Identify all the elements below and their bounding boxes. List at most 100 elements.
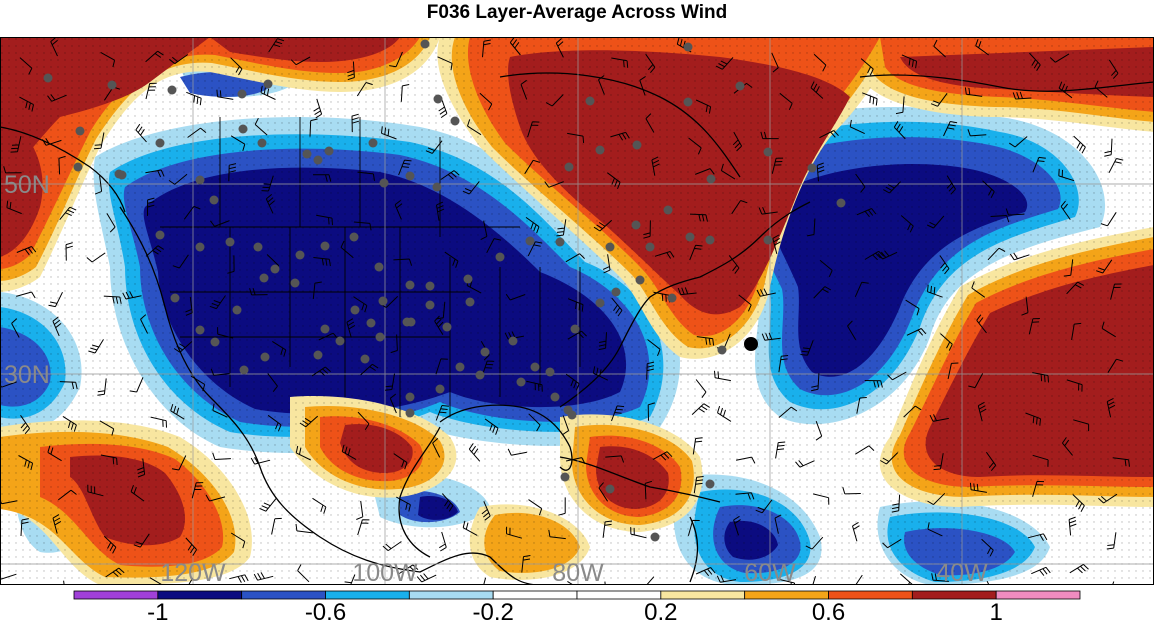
station-dot [508,336,518,346]
wind-barb [360,363,379,376]
colorbar-swatch [73,590,159,600]
wind-barb [544,181,564,188]
wind-barb [484,418,499,435]
wind-barb [883,181,901,194]
station-dot [683,42,693,52]
colorbar-swatch [241,590,326,600]
wind-barb [813,286,832,299]
wind-barb [48,291,63,308]
wind-barb [567,580,575,585]
station-dot [735,81,745,91]
wind-barb [774,514,782,534]
wind-barb [895,96,905,115]
wind-barb [695,567,716,577]
lon-label-40w: 40W [936,559,988,585]
wind-barb [356,82,373,97]
wind-barb [444,251,459,268]
wind-barb [1094,80,1108,98]
wind-barb [715,57,734,70]
wind-barb [731,200,748,215]
station-dot [530,362,540,372]
wind-barb [977,401,987,422]
wind-barb [852,521,860,542]
wind-barb [1029,52,1041,71]
wind-barb [299,415,319,428]
wind-barb [168,173,188,185]
station-dot [605,484,615,494]
wind-barb [755,499,773,514]
wind-barb [738,294,752,312]
wind-barb [187,127,207,138]
station-dot [195,242,205,252]
wind-barb [347,61,355,81]
wind-barb [975,39,989,56]
station-dot [225,237,235,247]
wind-barb [316,214,333,226]
wind-barb [695,99,712,114]
wind-barb [630,527,647,539]
wind-barb [1032,372,1049,383]
wind-barb [652,451,673,461]
wind-barb [735,492,755,500]
wind-barb [295,445,311,461]
station-dot [195,325,205,335]
wind-barb [593,219,613,232]
wind-barb [849,119,865,135]
station-dot [525,236,535,246]
wind-barb [425,140,443,154]
station-dot [237,89,247,99]
station-dot [632,140,642,150]
station-dot [567,410,577,420]
wind-barb [856,208,877,218]
wind-barb [693,476,704,494]
wind-barb [607,172,621,189]
station-dot [302,149,312,159]
wind-barb [205,494,226,502]
wind-barb [253,572,274,581]
station-dot [75,126,85,136]
station-dot [313,155,323,165]
station-dot [335,336,345,346]
wind-barb [416,573,437,583]
wind-barb [926,215,945,229]
station-dot [195,175,205,185]
wind-barb [250,456,271,465]
station-dot [683,97,693,107]
wind-barb [169,54,189,65]
wind-barb [99,420,115,436]
wind-barb [140,314,149,334]
wind-barb [440,170,460,180]
wind-barb [1104,138,1113,157]
wind-barb [122,291,142,300]
wind-barb [1108,158,1124,174]
wind-barb [1063,259,1074,277]
station-dot [545,367,555,377]
wind-barb [855,445,875,455]
station-dot [425,281,435,291]
wind-barb [137,458,146,478]
wind-barb [210,220,230,227]
wind-barb [216,89,234,100]
station-dot [210,337,220,347]
wind-barb [714,370,731,382]
wind-barb [644,480,653,500]
wind-barb [562,415,570,435]
colorbar-swatch [325,590,410,600]
colorbar-swatch [828,590,913,600]
wind-barb [567,330,587,340]
wind-barb [689,244,703,261]
wind-barb [807,218,816,237]
wind-barb [598,75,605,95]
wind-barb [605,455,625,463]
wind-barb [212,403,228,418]
wind-barb [800,340,814,356]
wind-barb [1027,533,1048,541]
wind-barb [756,288,776,297]
wind-barb [94,175,103,195]
station-dot [645,242,655,252]
wind-barb [259,498,277,512]
wind-barb [103,535,117,554]
wind-barb [735,456,756,464]
wind-barb [968,373,984,389]
station-dot [595,145,605,155]
